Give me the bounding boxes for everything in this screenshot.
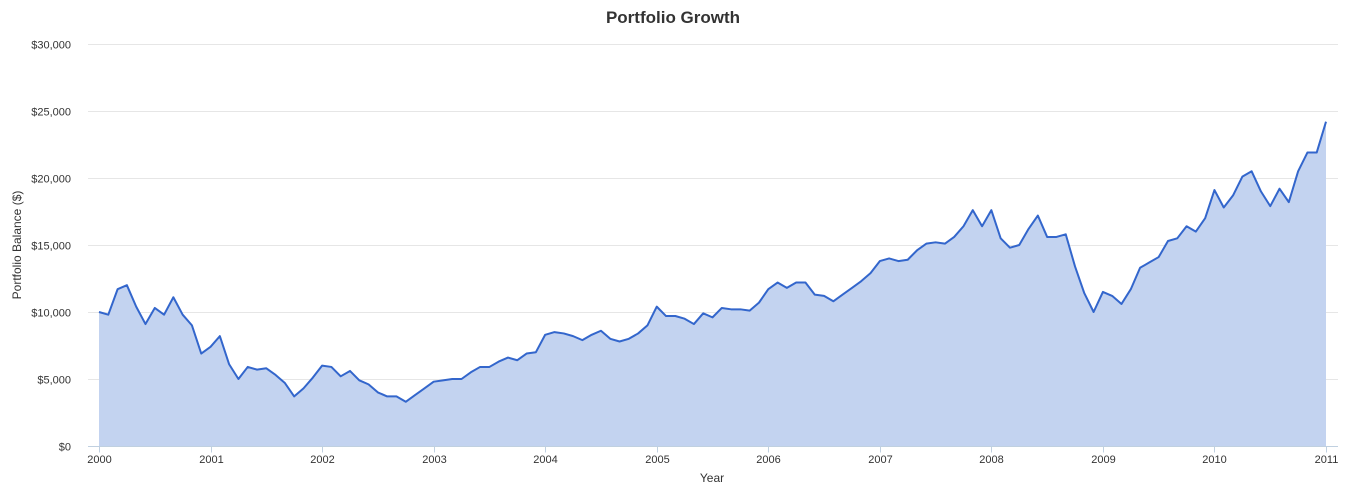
x-tick-label: 2009: [1091, 454, 1115, 466]
y-tick-label: $15,000: [31, 241, 71, 253]
x-tick-label: 2002: [310, 454, 334, 466]
x-tick-label: 2011: [1315, 454, 1339, 466]
x-tick-label: 2010: [1202, 454, 1226, 466]
x-tick-label: 2004: [533, 454, 557, 466]
series-line: [98, 121, 1327, 403]
x-tick-label: 2000: [87, 454, 111, 466]
x-tick-label: 2008: [979, 454, 1003, 466]
x-tick-label: 2001: [199, 454, 223, 466]
x-axis-title: Year: [700, 471, 724, 485]
x-axis-ticks: 2000 2001 2002 2003 2004 2005 2006 2007 2008 2009…: [87, 446, 1339, 466]
x-tick-label: 2006: [756, 454, 780, 466]
y-tick-label: $20,000: [31, 174, 71, 186]
y-axis-ticks: $0 $5,000 $10,000 $15,000 $20,000 $25,000 $30,…: [31, 40, 71, 454]
chart-title: Portfolio Growth: [606, 8, 740, 27]
y-tick-label: $10,000: [31, 308, 71, 320]
area-series: [98, 121, 1327, 446]
x-tick-label: 2003: [422, 454, 446, 466]
x-tick-label: 2005: [645, 454, 669, 466]
x-tick-label: 2007: [868, 454, 892, 466]
y-tick-label: $25,000: [31, 107, 71, 119]
y-axis-title: Portfolio Balance ($): [10, 191, 24, 300]
y-tick-label: $5,000: [37, 375, 71, 387]
series-area-fill: [99, 121, 1326, 446]
y-tick-label: $0: [59, 442, 71, 454]
y-tick-label: $30,000: [31, 40, 71, 52]
